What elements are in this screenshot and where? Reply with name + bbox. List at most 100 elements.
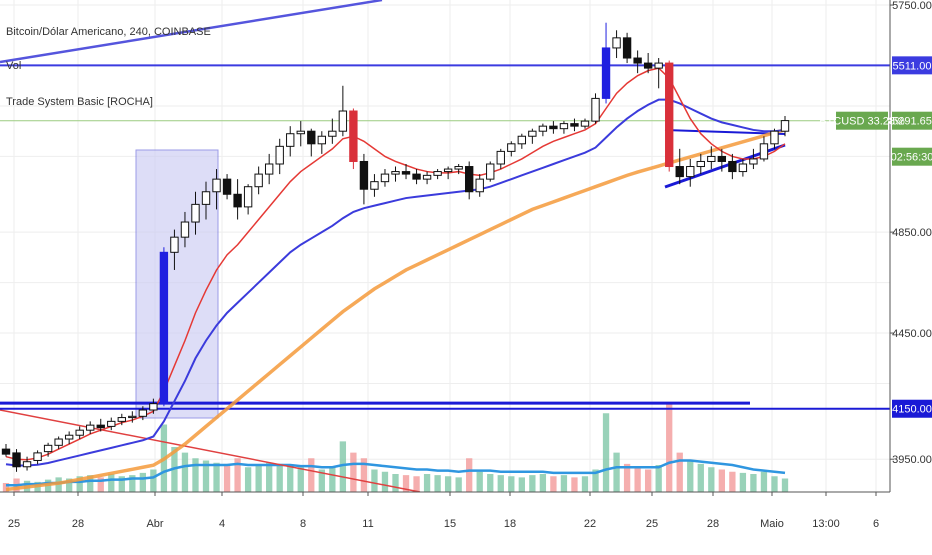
volume-bar [192,458,199,492]
time-axis-bg [0,492,932,550]
candle-body [622,37,632,59]
time-tick-label: 8 [300,518,306,530]
volume-bar [602,413,610,492]
volume-bar [244,467,252,492]
candle-body [75,429,84,436]
level-tag-5511: 5511.00 [893,60,932,72]
drawings[interactable] [0,0,890,493]
volume-bar [487,474,494,492]
volume-bar [771,476,778,492]
volume-bar [750,474,757,492]
volume-bar [508,476,515,492]
volume-bar [413,476,420,492]
volume-bar [697,463,704,492]
candle-body [159,251,169,405]
candle-body [538,125,548,132]
candle-body [465,166,474,193]
candle-body [549,125,558,130]
volume-bar [718,469,725,492]
volume-bar [539,474,547,492]
candle-body [686,166,695,178]
volume-bar [434,475,441,492]
countdown-tag-bg [892,147,932,166]
time-tick-label: 22 [584,518,596,530]
volume-bar [402,475,410,492]
volume-bar [708,467,715,492]
candle-body [201,191,211,205]
candle-body [391,171,400,175]
candle-body [64,434,74,440]
candle-body [580,120,590,127]
candle-body [728,160,737,173]
candle-body [517,135,527,145]
candle-body [422,174,432,180]
candle-body [507,143,516,152]
candle-body [96,424,105,429]
triangle-upper-line [664,129,786,135]
volume-bar [360,458,368,492]
volume-bar [518,477,525,492]
volume-bar [581,476,589,492]
volume-bar [729,471,736,492]
time-tick-label: 28 [72,518,84,530]
volume-bar [476,471,483,492]
volume-bar [66,478,73,492]
candle-body [328,130,337,137]
volume-bar [276,463,283,492]
candle-body [770,130,779,145]
candle-body [222,178,232,195]
volume-ma-line [6,459,786,487]
volume-bar [392,474,399,492]
volume-bar [423,474,431,492]
volume-bar [318,469,325,492]
candle-body [243,186,253,208]
candle-body [117,417,126,422]
candle-body [307,130,316,145]
candle-body [738,163,748,173]
volume-bar [455,477,462,492]
volume-bar [739,472,747,492]
volume-bar [781,478,789,492]
price-tick-label: 4450.00 [892,328,932,340]
time-tick-label: 13:00 [812,518,840,530]
volume-bar [497,475,504,492]
time-tick-label: Maio [760,518,784,530]
volume-bar [613,452,620,492]
volume-bar [97,477,104,492]
volume-bar [444,476,452,492]
ma-long-line [5,128,786,492]
time-tick-label: 18 [504,518,516,530]
candle-body [296,130,305,135]
candle-body [128,415,137,419]
volume-bar [371,469,378,492]
volume-bar [666,402,673,492]
volume-bar [2,483,10,492]
ema-fast-line [5,67,786,461]
volume-bar [644,469,652,492]
time-tick-label: 6 [873,518,879,530]
volume-bar [108,474,115,492]
candle-body [359,160,369,190]
level-tag-4150: 4150.00 [892,404,932,416]
candle-body [443,168,453,173]
candle-body [54,438,63,446]
candle-body [233,193,242,208]
time-tick-label: 28 [707,518,719,530]
volume-indicator-label[interactable]: Vol [6,60,22,72]
volume-bar [234,458,241,492]
candle-body [264,163,274,175]
candle-body [696,160,705,168]
candle-body [286,133,295,147]
volume-bar [266,462,273,492]
candle-body [86,424,95,431]
time-tick-label: 11 [362,518,373,530]
candle-body [149,403,158,411]
trade-system-indicator-label[interactable]: Trade System Basic [ROCHA] [6,96,153,108]
symbol-title[interactable]: Bitcoin/Dólar Americano, 240, COINBASE [6,26,211,38]
time-axis[interactable]: 25 28 Abr 4 8 11 15 18 22 25 28 Maio 13:00 6 [0,491,932,550]
candle-body [370,181,379,190]
trendline-top [0,0,383,64]
candle-body [496,150,505,165]
